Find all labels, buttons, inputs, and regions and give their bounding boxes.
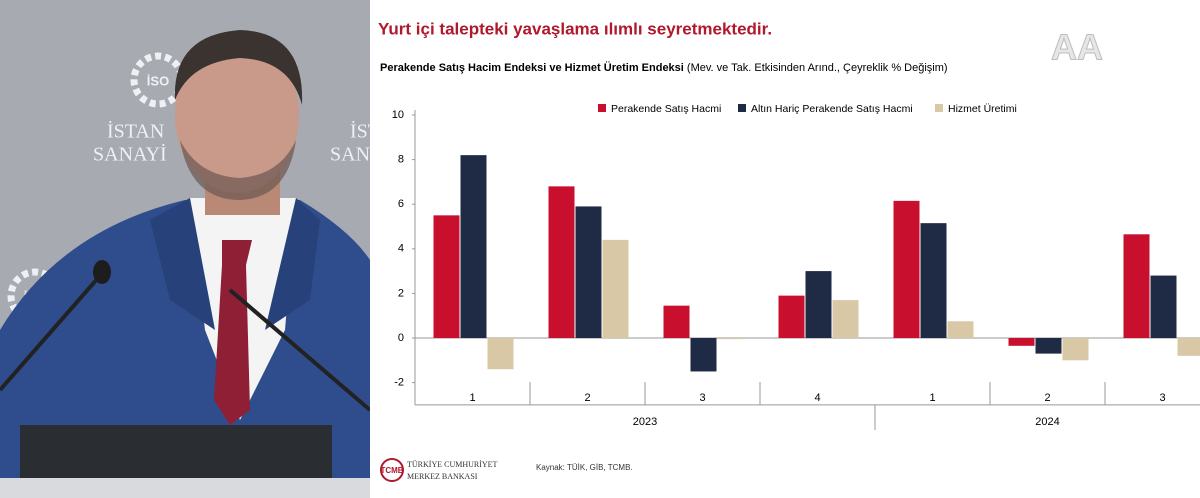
backdrop-logo: İSO	[147, 73, 169, 88]
bar	[805, 271, 832, 338]
bar	[778, 295, 805, 338]
legend-swatch	[935, 104, 943, 112]
bar	[548, 186, 575, 338]
lapel	[150, 198, 320, 330]
backdrop-text: İSTAN	[107, 120, 164, 143]
bar	[690, 338, 717, 372]
x-tick-label: 1	[469, 392, 475, 404]
group-label: 2024	[1035, 416, 1059, 428]
watermark: AA	[1051, 27, 1103, 68]
chart-title: Yurt içi talepteki yavaşlama ılımlı seyr…	[378, 19, 772, 38]
y-tick-label: 0	[398, 332, 404, 344]
tcmb-mark: TCMB	[380, 466, 403, 475]
podium	[20, 425, 332, 480]
bar	[433, 215, 460, 338]
bar	[460, 155, 487, 338]
speaker	[0, 30, 372, 498]
bar	[663, 305, 690, 338]
tcmb-logo	[380, 458, 404, 482]
y-tick-label: 10	[392, 109, 404, 121]
bar	[832, 300, 859, 338]
y-tick-label: 4	[398, 243, 404, 255]
backdrop-text: SANAYİ	[93, 143, 167, 166]
x-tick-label: 1	[929, 392, 935, 404]
microphone	[228, 288, 372, 412]
legend-label: Hizmet Üretimi	[948, 103, 1017, 115]
bar	[947, 321, 974, 338]
x-tick-label: 2	[1044, 392, 1050, 404]
bar	[1008, 338, 1035, 346]
head	[175, 37, 299, 193]
bar	[1177, 338, 1200, 356]
y-tick-label: 8	[398, 154, 404, 166]
y-tick-label: -2	[394, 377, 404, 389]
y-tick-label: 2	[398, 287, 404, 299]
x-tick-label: 3	[1159, 392, 1165, 404]
bar	[602, 239, 629, 338]
bar	[1062, 338, 1089, 361]
chart-source: Kaynak: TÜİK, GİB, TCMB.	[536, 463, 633, 472]
x-tick-label: 3	[699, 392, 705, 404]
bar	[1150, 275, 1177, 338]
bar	[487, 338, 514, 370]
tie	[214, 240, 252, 425]
slide	[370, 0, 1200, 498]
bar	[893, 200, 920, 338]
subtitle-main: Perakende Satış Hacim Endeksi ve Hizmet …	[380, 61, 684, 74]
x-tick-label: 4	[814, 392, 820, 404]
legend-label: Perakende Satış Hacmi	[611, 103, 721, 115]
bar	[575, 206, 602, 338]
logo-line: TÜRKİYE CUMHURİYET	[407, 460, 498, 469]
bar	[1123, 234, 1150, 338]
x-tick-label: 2	[584, 392, 590, 404]
beard	[180, 140, 296, 200]
desk	[0, 478, 370, 498]
chart-subtitle: Perakende Satış Hacim Endeksi ve Hizmet …	[380, 61, 948, 74]
legend-label: Altın Hariç Perakende Satış Hacmi	[751, 103, 913, 115]
bar	[920, 223, 947, 338]
microphone	[0, 268, 107, 392]
legend-swatch	[598, 104, 606, 112]
bar	[1035, 338, 1062, 354]
y-tick-label: 6	[398, 198, 404, 210]
subtitle-note: (Mev. ve Tak. Etkisinden Arınd., Çeyrekl…	[687, 62, 948, 74]
hair	[174, 30, 303, 105]
microphone-head	[93, 260, 111, 284]
bar	[717, 338, 744, 340]
group-label: 2023	[633, 416, 657, 428]
legend-swatch	[738, 104, 746, 112]
logo-line: MERKEZ BANKASI	[407, 472, 478, 481]
